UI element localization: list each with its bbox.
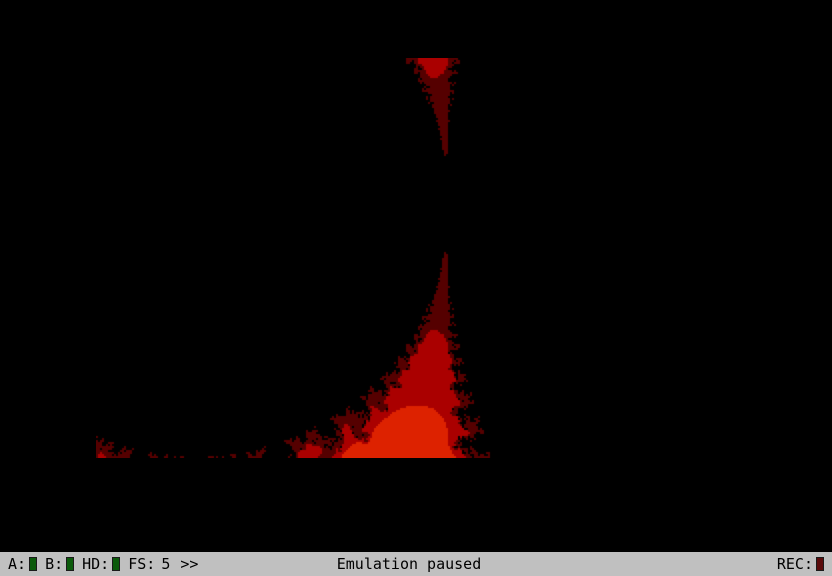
rec-indicator: REC: <box>777 552 824 576</box>
emulator-screen <box>96 58 736 458</box>
drive-indicators: A: B: HD: FS: 5 >> <box>8 552 198 576</box>
drive-hd-label: HD: <box>82 555 110 573</box>
emulated-display[interactable] <box>96 58 736 458</box>
drive-hd-led-icon <box>112 557 121 571</box>
fs-label: FS: <box>128 555 156 573</box>
drive-b-label: B: <box>45 555 64 573</box>
fs-value: 5 <box>161 555 171 573</box>
rec-led-icon <box>816 557 824 571</box>
fs-arrows: >> <box>180 555 199 573</box>
drive-a-led-icon <box>29 557 38 571</box>
rec-label: REC: <box>776 555 813 573</box>
drive-b-led-icon <box>66 557 75 571</box>
status-bar: A: B: HD: FS: 5 >> Emulation paused REC: <box>0 552 832 576</box>
drive-a-label: A: <box>8 555 27 573</box>
